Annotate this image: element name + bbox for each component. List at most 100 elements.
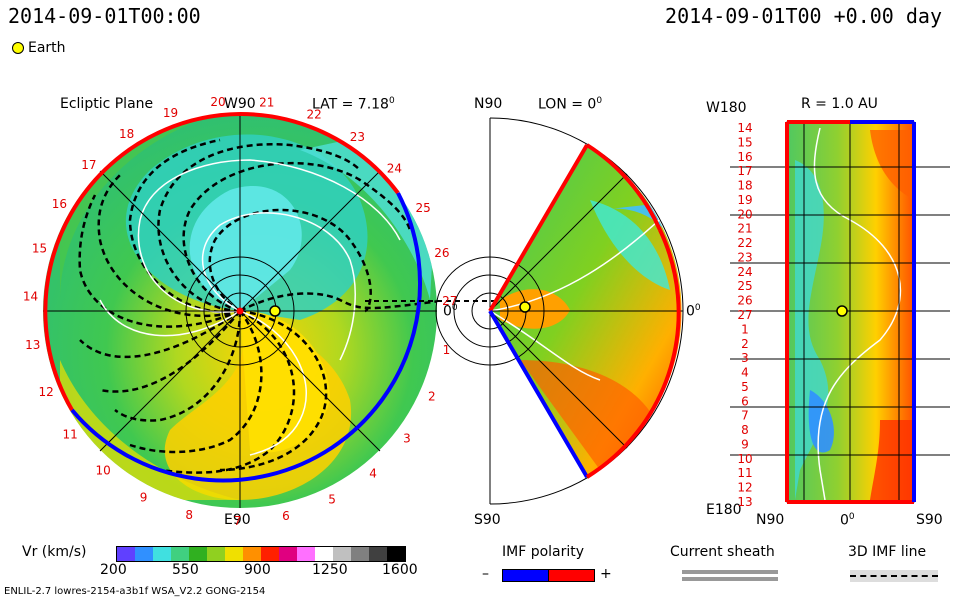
imf-polarity-title: IMF polarity	[502, 544, 585, 560]
imf-3d-line-swatch	[850, 570, 938, 582]
radial-map	[730, 120, 950, 504]
carrington-longitude-label: 13	[25, 338, 40, 352]
ecliptic-bottom-label: E90	[224, 512, 251, 528]
carrington-longitude-label: 22	[306, 108, 321, 122]
timestamp-title: 2014-09-01T00:00	[8, 4, 201, 28]
carrington-longitude-label: 13	[737, 495, 752, 509]
ecliptic-right-label: 00	[443, 303, 458, 320]
meridional-bottom-label: S90	[474, 512, 501, 528]
imf-negative-swatch	[502, 569, 550, 582]
radial-bottom-left-label: E180	[706, 502, 742, 518]
current-sheath-title: Current sheath	[670, 544, 775, 560]
ecliptic-plane-disc	[43, 111, 437, 508]
current-sheath-swatch-top	[682, 570, 778, 574]
current-sheath-swatch-bottom	[682, 577, 778, 581]
colorbar-segment	[261, 547, 279, 561]
carrington-longitude-label: 23	[737, 251, 752, 265]
colorbar-tick: 550	[172, 562, 199, 578]
colorbar-segment	[171, 547, 189, 561]
carrington-longitude-label: 6	[282, 509, 290, 523]
carrington-longitude-label: 24	[387, 162, 402, 176]
colorbar-segment	[135, 547, 153, 561]
carrington-longitude-label: 5	[741, 380, 749, 394]
carrington-longitude-label: 18	[119, 127, 134, 141]
carrington-longitude-label: 5	[328, 493, 336, 507]
carrington-longitude-label: 27	[737, 308, 752, 322]
carrington-longitude-label: 4	[369, 466, 377, 480]
imf-minus-label: –	[482, 566, 489, 582]
colorbar-segment	[333, 547, 351, 561]
carrington-longitude-label: 20	[737, 207, 752, 221]
earth-marker-meridional	[519, 301, 531, 313]
radial-carrington-labels: 1415161718192021222324252627123456789101…	[737, 121, 752, 509]
carrington-longitude-label: 11	[62, 427, 77, 441]
radial-n90-label: N90	[756, 512, 785, 528]
carrington-longitude-label: 1	[741, 322, 749, 336]
colorbar-segment	[189, 547, 207, 561]
carrington-longitude-label: 7	[234, 514, 242, 528]
carrington-longitude-label: 19	[163, 106, 178, 120]
carrington-longitude-label: 8	[185, 508, 193, 522]
ecliptic-top-label: W90	[224, 96, 256, 112]
carrington-longitude-label: 19	[737, 193, 752, 207]
colorbar-segment	[117, 547, 135, 561]
carrington-longitude-label: 22	[737, 236, 752, 250]
carrington-longitude-label: 18	[737, 179, 752, 193]
radial-zero-label: 00	[840, 512, 855, 529]
meridional-lon-label: LON = 00	[538, 96, 603, 113]
colorbar-tick: 200	[100, 562, 127, 578]
colorbar-label: Vr (km/s)	[22, 544, 87, 560]
carrington-longitude-label: 10	[737, 452, 752, 466]
carrington-longitude-label: 9	[741, 438, 749, 452]
colorbar-tick: 1600	[382, 562, 418, 578]
colorbar-segment	[297, 547, 315, 561]
colorbar-tick: 900	[244, 562, 271, 578]
carrington-longitude-label: 15	[32, 241, 47, 255]
carrington-longitude-label: 12	[39, 385, 54, 399]
carrington-longitude-label: 8	[741, 423, 749, 437]
carrington-longitude-label: 20	[210, 95, 225, 109]
earth-marker-radial	[836, 305, 848, 317]
carrington-longitude-label: 9	[140, 491, 148, 505]
earth-marker-icon	[12, 42, 24, 54]
carrington-longitude-label: 25	[737, 279, 752, 293]
radial-top-left-label: W180	[706, 100, 747, 116]
earth-legend-label: Earth	[28, 40, 66, 56]
carrington-longitude-label: 3	[403, 431, 411, 445]
carrington-longitude-label: 14	[23, 289, 38, 303]
time-offset-title: 2014-09-01T00 +0.00 day	[665, 4, 942, 28]
carrington-longitude-label: 16	[52, 197, 67, 211]
colorbar-segment	[315, 547, 333, 561]
carrington-longitude-label: 14	[737, 121, 752, 135]
carrington-longitude-label: 11	[737, 466, 752, 480]
ecliptic-carrington-labels: 20 21222324252627123456789101112131415161…	[23, 95, 458, 528]
ecliptic-lat-label: LAT = 7.180	[312, 96, 395, 113]
colorbar-segment	[225, 547, 243, 561]
ecliptic-title: Ecliptic Plane	[60, 96, 154, 112]
carrington-longitude-label: 2	[428, 389, 436, 403]
colorbar-segment	[369, 547, 387, 561]
velocity-colorbar	[116, 546, 406, 562]
carrington-longitude-label: 16	[737, 150, 752, 164]
carrington-longitude-label: 25	[415, 201, 430, 215]
model-info-footer: ENLIL-2.7 lowres-2154-a3b1f WSA_V2.2 GON…	[4, 586, 266, 597]
carrington-longitude-label: 17	[81, 158, 96, 172]
meridional-top-label: N90	[474, 96, 503, 112]
carrington-longitude-label: 26	[434, 246, 449, 260]
colorbar-tick: 1250	[312, 562, 348, 578]
colorbar-segment	[279, 547, 297, 561]
colorbar-segment	[351, 547, 369, 561]
imf-positive-swatch	[548, 569, 595, 582]
carrington-longitude-label: 26	[737, 294, 752, 308]
carrington-longitude-label: 15	[737, 135, 752, 149]
colorbar-segment	[387, 547, 405, 561]
radial-s90-label: S90	[916, 512, 943, 528]
carrington-longitude-label: 23	[350, 130, 365, 144]
colorbar-segment	[243, 547, 261, 561]
carrington-longitude-label: 17	[737, 164, 752, 178]
carrington-longitude-label: 1	[443, 343, 451, 357]
carrington-longitude-label: 21	[737, 222, 752, 236]
colorbar-segment	[207, 547, 225, 561]
carrington-longitude-label: 24	[737, 265, 752, 279]
